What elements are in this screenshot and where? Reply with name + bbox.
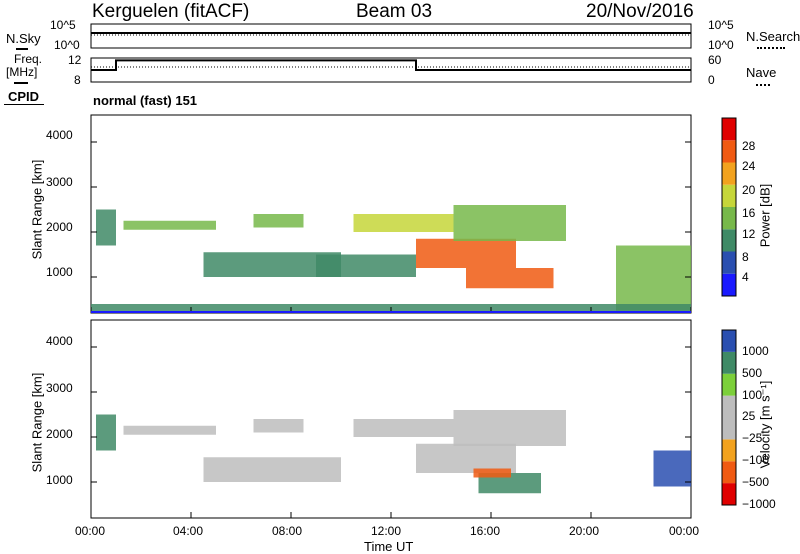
nsearch-label: N.Search bbox=[746, 29, 800, 44]
velocity-cbar-swatch-1 bbox=[722, 461, 736, 484]
nave-label: Nave bbox=[746, 65, 777, 80]
power-echo-region-8 bbox=[453, 205, 566, 241]
nsearch-tick-top: 10^5 bbox=[708, 18, 734, 32]
power-cbar-swatch-0 bbox=[722, 273, 736, 296]
velocity-cbar-swatch-0 bbox=[722, 483, 736, 505]
power-cbar-swatch-6 bbox=[722, 140, 736, 163]
xtick-5: 20:00 bbox=[569, 524, 600, 538]
velocity-cbar-frame bbox=[721, 329, 737, 506]
velocity-ytick-3000: 3000 bbox=[46, 381, 73, 395]
velocity-echo-region-9 bbox=[653, 450, 691, 487]
power-echo-region-4 bbox=[316, 254, 416, 277]
beam-title: Beam 03 bbox=[356, 1, 433, 22]
nave-tick-bottom: 0 bbox=[708, 73, 715, 87]
power-cbar-tick-12: 12 bbox=[742, 227, 756, 241]
velocity-echo-region-5 bbox=[416, 443, 516, 473]
velocity-cbar-tick-neg1000: −1000 bbox=[742, 497, 776, 511]
power-cbar-tick-16: 16 bbox=[742, 206, 756, 220]
cpid-underline bbox=[4, 104, 44, 105]
xtick-2: 08:00 bbox=[272, 524, 303, 538]
power-cbar-swatch-4 bbox=[722, 184, 736, 207]
power-cbar-swatch-1 bbox=[722, 251, 736, 274]
power-cbar-swatch-3 bbox=[722, 207, 736, 230]
xtick-6: 00:00 bbox=[669, 524, 700, 538]
xtick-3: 12:00 bbox=[371, 524, 402, 538]
velocity-cbar-swatch-3 bbox=[722, 417, 736, 440]
power-echo-region-9 bbox=[616, 245, 691, 311]
frequency-line bbox=[91, 59, 691, 71]
xaxis-label: Time UT bbox=[364, 539, 414, 554]
power-cbar-swatch-7 bbox=[722, 118, 736, 141]
nsky-tick-bottom: 10^0 bbox=[54, 38, 80, 52]
freq-tick-bottom: 8 bbox=[74, 73, 81, 87]
nsky-strip-frame bbox=[90, 23, 692, 49]
nsearch-tick-bottom: 10^0 bbox=[708, 38, 734, 52]
power-ytick-2000: 2000 bbox=[46, 220, 73, 234]
velocity-cbar-tick-1000: 1000 bbox=[742, 344, 769, 358]
power-cbar-tick-8: 8 bbox=[742, 250, 749, 264]
power-cbar-tick-24: 24 bbox=[742, 159, 756, 173]
nsearch-legend-line bbox=[757, 47, 785, 49]
power-echo-region-0 bbox=[96, 209, 116, 246]
power-cbar-tick-20: 20 bbox=[742, 183, 756, 197]
velocity-cbar-swatch-7 bbox=[722, 330, 736, 352]
nsky-legend-line bbox=[16, 48, 28, 50]
cpid-label: CPID bbox=[8, 89, 40, 104]
power-cbar-tick-4: 4 bbox=[742, 270, 749, 284]
velocity-cbar-swatch-5 bbox=[722, 373, 736, 396]
xtick-4: 16:00 bbox=[470, 524, 501, 538]
freq-tick-top: 12 bbox=[68, 53, 82, 67]
velocity-cbar-tick-100: 100 bbox=[742, 388, 763, 402]
power-echo-region-1 bbox=[123, 220, 216, 230]
power-cbar-swatch-5 bbox=[722, 162, 736, 185]
freq-legend-line bbox=[14, 82, 28, 84]
velocity-echo-region-3 bbox=[253, 419, 304, 433]
velocity-echo-region-4 bbox=[353, 419, 454, 437]
velocity-echo-region-1 bbox=[123, 425, 216, 435]
power-cbar-frame bbox=[721, 117, 737, 297]
power-echo-region-6 bbox=[416, 238, 516, 268]
velocity-echo-region-0 bbox=[96, 414, 116, 451]
nave-tick-top: 60 bbox=[708, 53, 722, 67]
nave-legend-line bbox=[756, 84, 770, 86]
power-ytick-3000: 3000 bbox=[46, 175, 73, 189]
power-echo-region-7 bbox=[466, 268, 554, 289]
station-title: Kerguelen (fitACF) bbox=[92, 1, 250, 22]
velocity-ytick-4000: 4000 bbox=[46, 334, 73, 348]
velocity-cbar-swatch-6 bbox=[722, 351, 736, 374]
power-ytick-1000: 1000 bbox=[46, 265, 73, 279]
velocity-cbar-tick-neg100: −100 bbox=[742, 453, 770, 467]
xtick-1: 04:00 bbox=[173, 524, 204, 538]
nsky-tick-top: 10^5 bbox=[50, 18, 76, 32]
power-echo-region-3 bbox=[253, 214, 304, 228]
velocity-cbar-swatch-2 bbox=[722, 439, 736, 462]
date-title: 20/Nov/2016 bbox=[586, 1, 694, 22]
freq-label-1: Freq. bbox=[14, 52, 43, 66]
velocity-cbar-tick-neg25: −25 bbox=[742, 431, 763, 445]
xtick-0: 00:00 bbox=[75, 524, 106, 538]
velocity-echo-region-2 bbox=[203, 457, 341, 482]
power-echo-region-5 bbox=[353, 214, 454, 232]
cpid-value: normal (fast) 151 bbox=[93, 93, 198, 108]
velocity-echo-region-7 bbox=[473, 468, 511, 478]
velocity-echo-region-8 bbox=[453, 410, 566, 446]
velocity-ytick-1000: 1000 bbox=[46, 473, 73, 487]
velocity-echo-region-6 bbox=[478, 473, 541, 494]
freq-label-2: [MHz] bbox=[6, 65, 38, 79]
velocity-cbar-swatch-4 bbox=[722, 395, 736, 418]
velocity-ytick-2000: 2000 bbox=[46, 427, 73, 441]
nsky-label: N.Sky bbox=[6, 31, 41, 46]
velocity-cbar-tick-25: 25 bbox=[742, 409, 756, 423]
power-ytick-4000: 4000 bbox=[46, 128, 73, 142]
power-cbar-tick-28: 28 bbox=[742, 139, 756, 153]
velocity-cbar-tick-500: 500 bbox=[742, 366, 763, 380]
velocity-cbar-tick-neg500: −500 bbox=[742, 475, 770, 489]
power-cbar-swatch-2 bbox=[722, 229, 736, 252]
